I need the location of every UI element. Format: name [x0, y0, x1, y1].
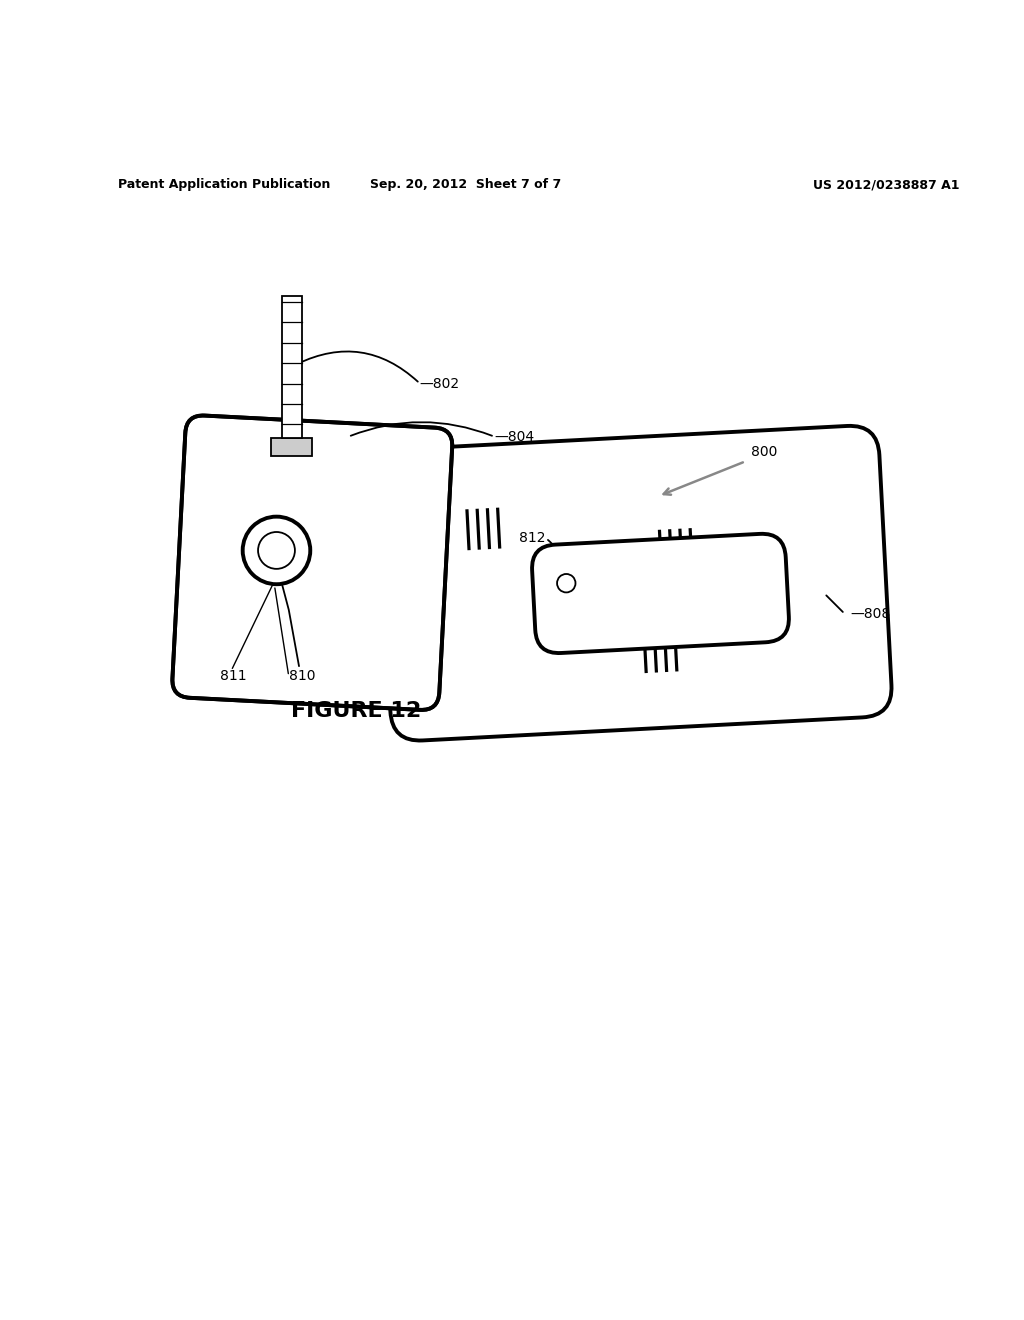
Text: Patent Application Publication: Patent Application Publication — [118, 178, 330, 191]
Bar — [271, 438, 312, 457]
Text: 812: 812 — [519, 531, 546, 545]
Text: —808: —808 — [850, 607, 890, 620]
Circle shape — [258, 532, 295, 569]
FancyBboxPatch shape — [172, 416, 453, 710]
Text: Sep. 20, 2012  Sheet 7 of 7: Sep. 20, 2012 Sheet 7 of 7 — [371, 178, 561, 191]
Text: 811: 811 — [220, 669, 247, 684]
Circle shape — [243, 516, 310, 585]
Text: —802: —802 — [420, 376, 460, 391]
Text: —804: —804 — [495, 430, 535, 444]
Text: 810: 810 — [289, 669, 315, 684]
Bar — [282, 297, 302, 438]
Text: US 2012/0238887 A1: US 2012/0238887 A1 — [812, 178, 959, 191]
FancyBboxPatch shape — [532, 533, 788, 653]
Text: FIGURE 12: FIGURE 12 — [291, 701, 422, 721]
FancyBboxPatch shape — [378, 426, 892, 741]
Text: 800: 800 — [751, 445, 777, 459]
Circle shape — [557, 574, 575, 593]
